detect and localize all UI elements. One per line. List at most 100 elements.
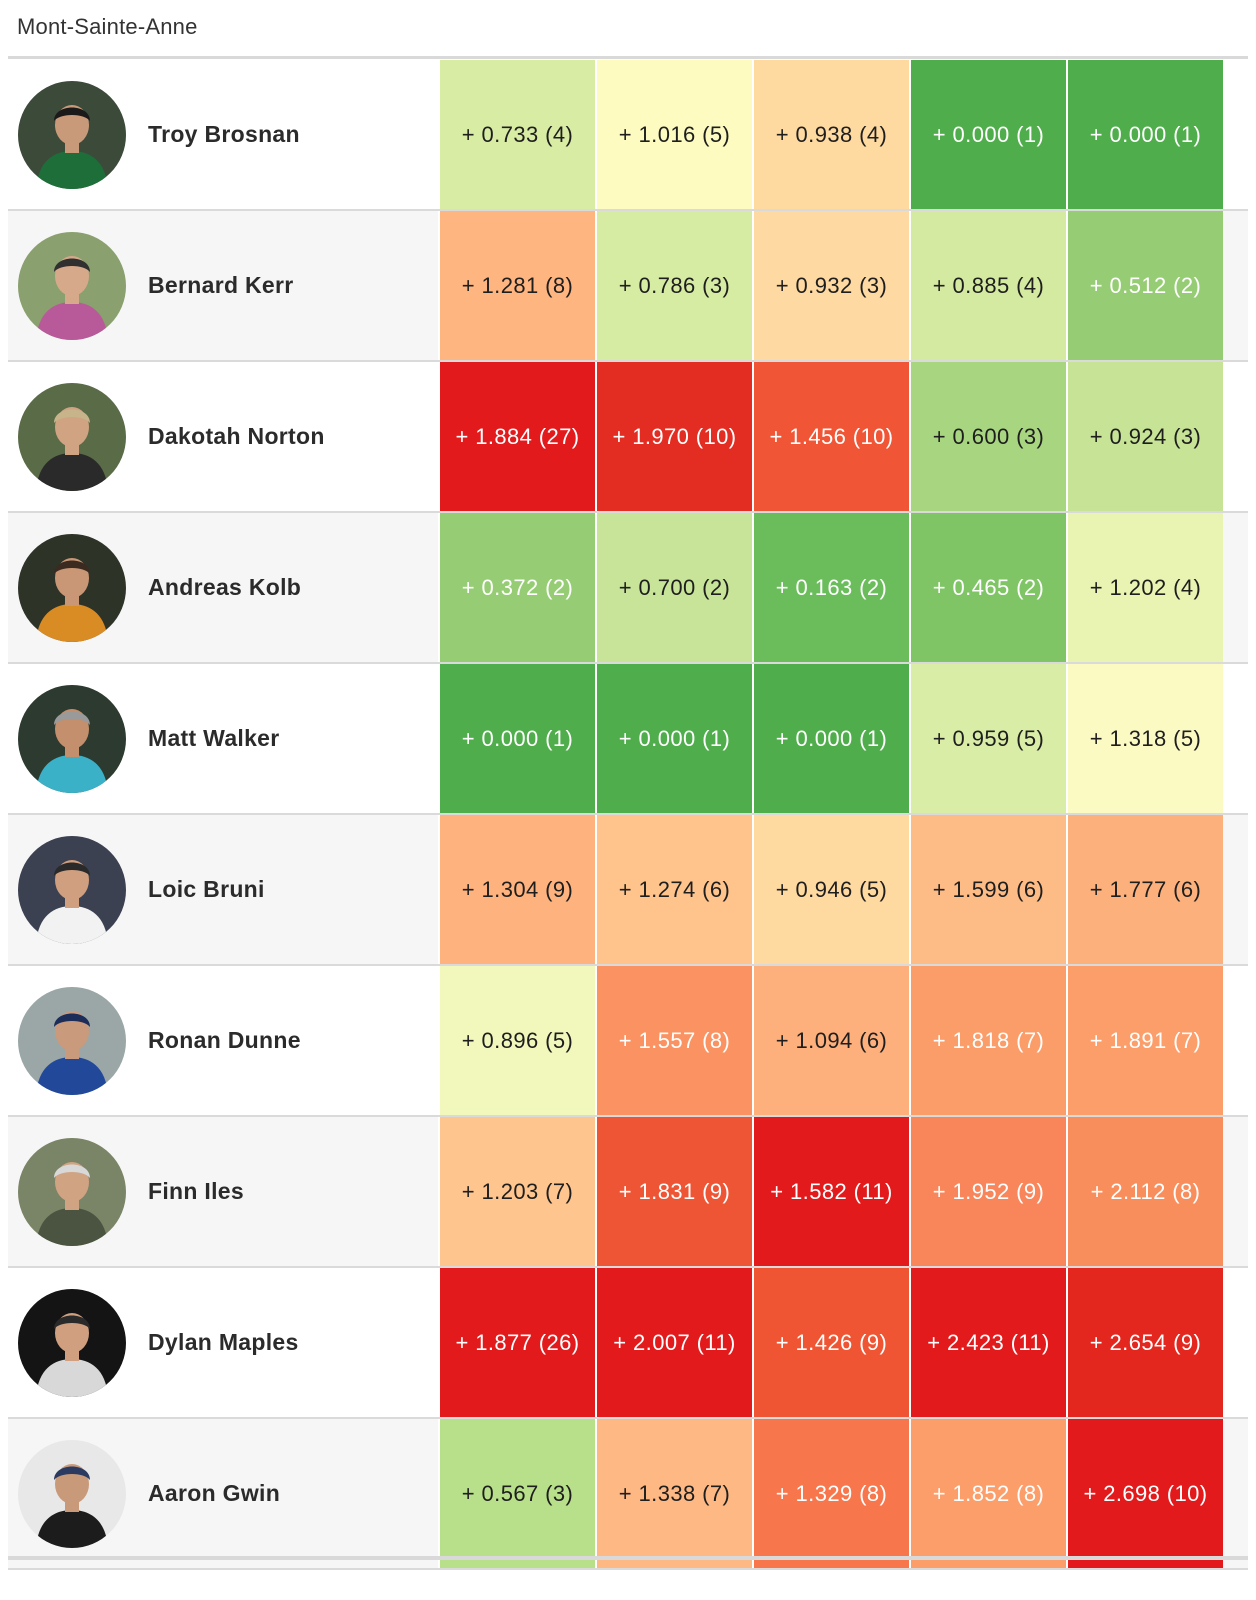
split-time-cell: + 1.557 (8) bbox=[595, 966, 752, 1115]
split-time-cell: + 1.970 (10) bbox=[595, 362, 752, 511]
rider-photo-icon bbox=[18, 986, 126, 1095]
split-time-cell: + 0.786 (3) bbox=[595, 211, 752, 360]
split-time-cell: + 1.304 (9) bbox=[438, 815, 595, 964]
table-row: Dakotah Norton + 1.884 (27) + 1.970 (10) + … bbox=[8, 362, 1248, 513]
rider-cell: Dakotah Norton bbox=[8, 362, 438, 511]
split-time-cell: + 2.654 (9) bbox=[1066, 1268, 1223, 1417]
rider-cell: Troy Brosnan bbox=[8, 60, 438, 209]
avatar bbox=[18, 684, 126, 793]
rider-photo-icon bbox=[18, 1137, 126, 1246]
rider-name: Bernard Kerr bbox=[148, 272, 294, 298]
rider-name: Andreas Kolb bbox=[148, 574, 302, 600]
split-time-cell: + 1.203 (7) bbox=[438, 1117, 595, 1266]
split-time-cell: + 0.000 (1) bbox=[752, 664, 909, 813]
split-time-cell: + 0.372 (2) bbox=[438, 513, 595, 662]
split-time-cell: + 1.877 (26) bbox=[438, 1268, 595, 1417]
table-row: Finn Iles + 1.203 (7) + 1.831 (9) + 1.582 (… bbox=[8, 1117, 1248, 1268]
results-table: Troy Brosnan + 0.733 (4) + 1.016 (5) + 0.93… bbox=[8, 60, 1248, 1570]
avatar bbox=[18, 835, 126, 944]
rider-cell: Ronan Dunne bbox=[8, 966, 438, 1115]
rider-photo-icon bbox=[18, 684, 126, 793]
rider-cell: Finn Iles bbox=[8, 1117, 438, 1266]
avatar bbox=[18, 231, 126, 340]
header-divider bbox=[8, 56, 1248, 59]
split-time-cell: + 1.426 (9) bbox=[752, 1268, 909, 1417]
footer-divider bbox=[8, 1556, 1248, 1560]
avatar bbox=[18, 382, 126, 491]
rider-photo-icon bbox=[18, 1439, 126, 1548]
split-time-cell: + 1.831 (9) bbox=[595, 1117, 752, 1266]
rider-cell: Andreas Kolb bbox=[8, 513, 438, 662]
rider-name: Ronan Dunne bbox=[148, 1027, 301, 1053]
split-time-cell: + 1.952 (9) bbox=[909, 1117, 1066, 1266]
rider-name: Troy Brosnan bbox=[148, 121, 300, 147]
split-time-cell: + 0.733 (4) bbox=[438, 60, 595, 209]
rider-cell: Aaron Gwin bbox=[8, 1419, 438, 1568]
split-time-cell: + 0.163 (2) bbox=[752, 513, 909, 662]
split-time-cell: + 0.938 (4) bbox=[752, 60, 909, 209]
split-time-cell: + 1.094 (6) bbox=[752, 966, 909, 1115]
rider-photo-icon bbox=[18, 80, 126, 189]
rider-name: Dylan Maples bbox=[148, 1329, 299, 1355]
split-time-cell: + 0.000 (1) bbox=[438, 664, 595, 813]
split-time-cell: + 0.885 (4) bbox=[909, 211, 1066, 360]
table-row: Aaron Gwin + 0.567 (3) + 1.338 (7) + 1.329 … bbox=[8, 1419, 1248, 1570]
split-time-cell: + 0.946 (5) bbox=[752, 815, 909, 964]
table-row: Loic Bruni + 1.304 (9) + 1.274 (6) + 0.946 … bbox=[8, 815, 1248, 966]
avatar bbox=[18, 1439, 126, 1548]
rider-name: Dakotah Norton bbox=[148, 423, 325, 449]
split-time-cell: + 1.818 (7) bbox=[909, 966, 1066, 1115]
split-time-cell: + 1.281 (8) bbox=[438, 211, 595, 360]
split-time-cell: + 0.000 (1) bbox=[1066, 60, 1223, 209]
split-time-cell: + 2.112 (8) bbox=[1066, 1117, 1223, 1266]
split-time-cell: + 1.016 (5) bbox=[595, 60, 752, 209]
split-time-cell: + 0.896 (5) bbox=[438, 966, 595, 1115]
split-time-cell: + 0.924 (3) bbox=[1066, 362, 1223, 511]
rider-name: Loic Bruni bbox=[148, 876, 265, 902]
split-time-cell: + 1.202 (4) bbox=[1066, 513, 1223, 662]
rider-cell: Dylan Maples bbox=[8, 1268, 438, 1417]
split-time-cell: + 1.318 (5) bbox=[1066, 664, 1223, 813]
table-row: Troy Brosnan + 0.733 (4) + 1.016 (5) + 0.93… bbox=[8, 60, 1248, 211]
split-time-cell: + 1.274 (6) bbox=[595, 815, 752, 964]
split-time-cell: + 1.329 (8) bbox=[752, 1419, 909, 1568]
split-time-cell: + 1.338 (7) bbox=[595, 1419, 752, 1568]
rider-photo-icon bbox=[18, 835, 126, 944]
split-time-cell: + 1.777 (6) bbox=[1066, 815, 1223, 964]
split-time-cell: + 0.959 (5) bbox=[909, 664, 1066, 813]
avatar bbox=[18, 533, 126, 642]
split-time-cell: + 0.932 (3) bbox=[752, 211, 909, 360]
split-time-cell: + 0.465 (2) bbox=[909, 513, 1066, 662]
split-time-cell: + 1.852 (8) bbox=[909, 1419, 1066, 1568]
split-time-cell: + 0.000 (1) bbox=[909, 60, 1066, 209]
rider-name: Matt Walker bbox=[148, 725, 280, 751]
table-row: Ronan Dunne + 0.896 (5) + 1.557 (8) + 1.094… bbox=[8, 966, 1248, 1117]
avatar bbox=[18, 986, 126, 1095]
rider-photo-icon bbox=[18, 533, 126, 642]
avatar bbox=[18, 80, 126, 189]
split-time-cell: + 0.600 (3) bbox=[909, 362, 1066, 511]
split-time-cell: + 2.698 (10) bbox=[1066, 1419, 1223, 1568]
rider-photo-icon bbox=[18, 382, 126, 491]
page-title: Mont-Sainte-Anne bbox=[17, 14, 198, 39]
avatar bbox=[18, 1137, 126, 1246]
rider-cell: Matt Walker bbox=[8, 664, 438, 813]
split-time-cell: + 0.567 (3) bbox=[438, 1419, 595, 1568]
table-row: Andreas Kolb + 0.372 (2) + 0.700 (2) + 0.16… bbox=[8, 513, 1248, 664]
split-time-cell: + 2.423 (11) bbox=[909, 1268, 1066, 1417]
split-time-cell: + 1.884 (27) bbox=[438, 362, 595, 511]
split-time-cell: + 2.007 (11) bbox=[595, 1268, 752, 1417]
split-time-cell: + 1.599 (6) bbox=[909, 815, 1066, 964]
split-time-cell: + 0.512 (2) bbox=[1066, 211, 1223, 360]
rider-name: Aaron Gwin bbox=[148, 1480, 281, 1506]
rider-photo-icon bbox=[18, 231, 126, 340]
avatar bbox=[18, 1288, 126, 1397]
split-time-cell: + 1.456 (10) bbox=[752, 362, 909, 511]
rider-photo-icon bbox=[18, 1288, 126, 1397]
split-time-cell: + 0.700 (2) bbox=[595, 513, 752, 662]
rider-cell: Bernard Kerr bbox=[8, 211, 438, 360]
rider-name: Finn Iles bbox=[148, 1178, 244, 1204]
rider-cell: Loic Bruni bbox=[8, 815, 438, 964]
split-time-cell: + 1.582 (11) bbox=[752, 1117, 909, 1266]
split-time-cell: + 1.891 (7) bbox=[1066, 966, 1223, 1115]
